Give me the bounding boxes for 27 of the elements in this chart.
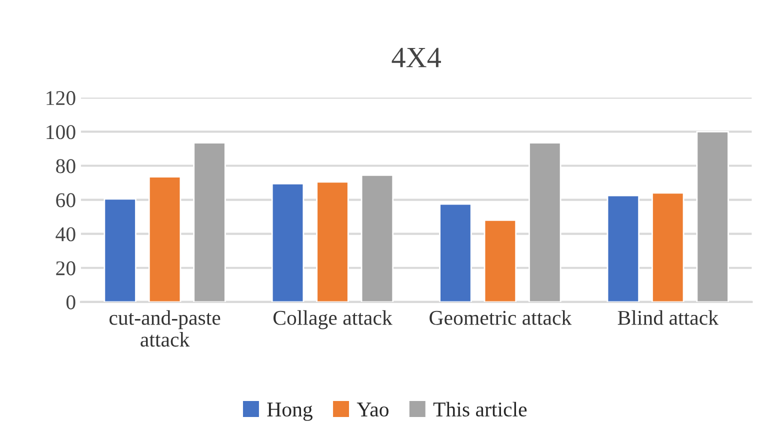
bar	[696, 131, 729, 302]
bar	[528, 142, 562, 302]
bar	[193, 142, 226, 302]
bar	[652, 192, 684, 302]
y-tick-label: 20	[56, 261, 76, 276]
x-tick-label: Geometric attack	[430, 310, 572, 325]
bar	[316, 181, 349, 302]
bar	[360, 174, 394, 302]
x-tick-label: cut-and-paste attack	[109, 310, 220, 347]
chart-title: 4X4	[392, 48, 441, 68]
bar	[271, 182, 304, 302]
y-tick-label: 100	[46, 125, 76, 140]
bar	[484, 220, 517, 302]
x-tick-label: Collage attack	[273, 310, 392, 330]
y-tick-label: 120	[46, 91, 76, 106]
legend-label: Yao	[356, 402, 388, 417]
x-tick-label: Blind attack	[618, 310, 718, 325]
legend-label: This article	[433, 402, 527, 417]
bar	[606, 194, 640, 302]
bar	[148, 176, 182, 302]
bar	[439, 203, 472, 302]
y-tick-label: 0	[66, 295, 76, 310]
y-tick-label: 80	[56, 159, 76, 174]
y-tick-label: 60	[56, 193, 76, 208]
y-tick-label: 40	[56, 227, 76, 242]
legend-label: Hong	[267, 402, 312, 421]
bar	[104, 198, 136, 302]
